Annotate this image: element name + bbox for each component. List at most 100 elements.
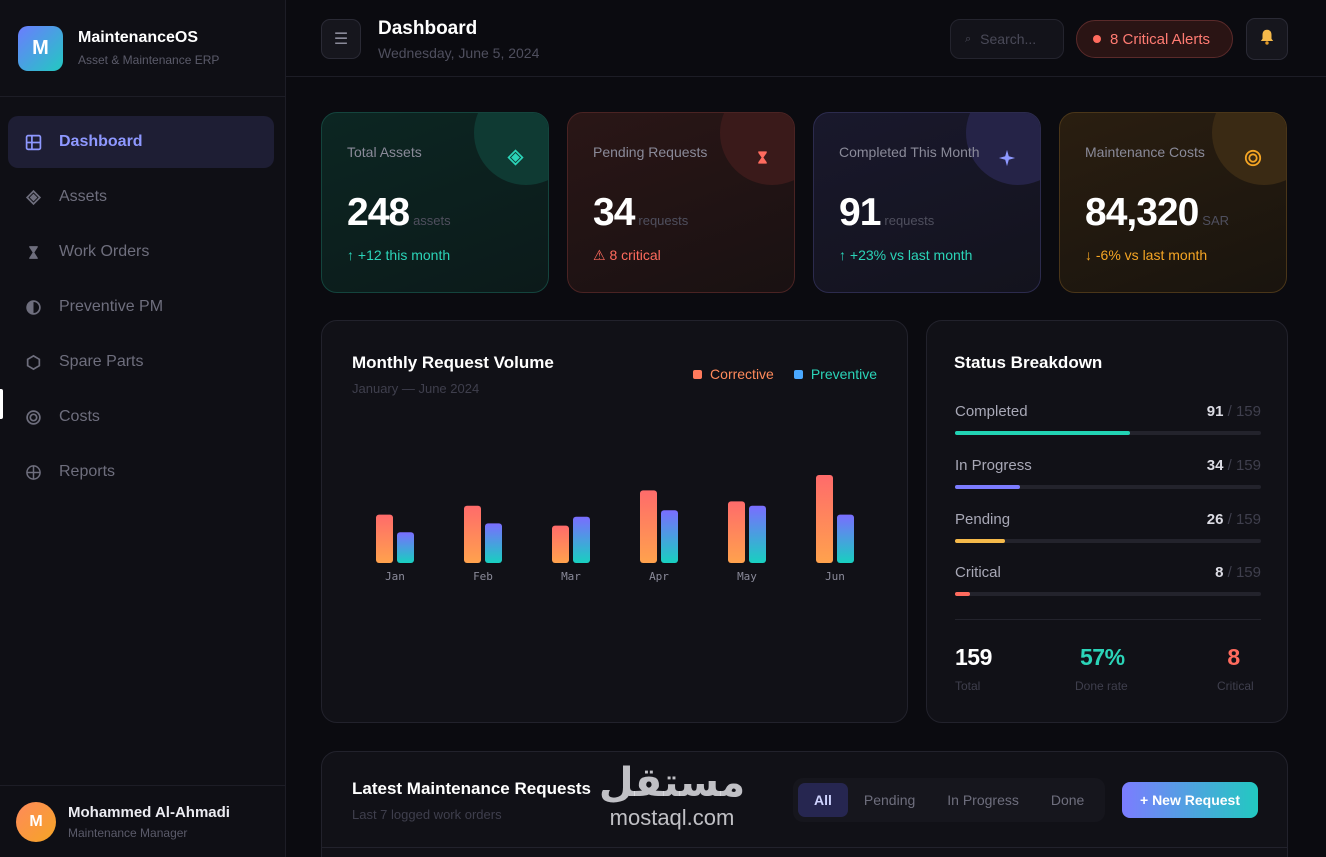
bar-corrective-jun[interactable]: [816, 475, 833, 563]
diamond-icon: [24, 188, 42, 206]
status-head: Completed 91 / 159: [955, 403, 1261, 420]
legend-item-preventive[interactable]: Preventive: [793, 366, 877, 382]
stat-value: 84,320 SAR: [1085, 191, 1229, 235]
summary-label: Total: [955, 679, 981, 693]
stat-unit: requests: [884, 213, 935, 228]
sidebar-item-reports[interactable]: Reports: [8, 446, 274, 498]
filter-tab-all[interactable]: All: [798, 783, 848, 817]
status-label: In Progress: [955, 457, 1032, 474]
summary-total: 159 Total: [955, 644, 992, 693]
status-value: 8: [1215, 564, 1224, 581]
bar-preventive-jun[interactable]: [837, 514, 854, 563]
half-circle-icon: [24, 298, 42, 316]
x-tick-label: Jun: [825, 570, 845, 583]
status-title: Status Breakdown: [954, 353, 1103, 372]
filter-tab-done[interactable]: Done: [1050, 792, 1085, 808]
filter-tab-in-progress[interactable]: In Progress: [947, 792, 1019, 808]
topbar: ☰ Dashboard Wednesday, June 5, 2024 ⌕ Se…: [286, 0, 1326, 77]
summary-critical: 8 Critical: [1217, 644, 1254, 693]
coin-icon: [1244, 149, 1262, 172]
bar-corrective-jan[interactable]: [376, 514, 393, 563]
sidebar-item-label: Preventive PM: [59, 298, 164, 315]
legend-label: Preventive: [810, 366, 877, 382]
filter-tab-pending[interactable]: Pending: [863, 792, 916, 808]
sparkle-icon: [998, 149, 1016, 172]
stat-card-pending-requests[interactable]: Pending Requests 34 requests ⚠ 8 critical: [567, 112, 795, 293]
status-total: / 159: [1227, 403, 1261, 420]
hexagon-icon: [24, 353, 42, 371]
brand-text: MaintenanceOS Asset & Maintenance ERP: [78, 29, 219, 67]
monthly-request-chart-panel: Monthly Request Volume January — June 20…: [321, 320, 908, 723]
brand-name: MaintenanceOS: [78, 29, 199, 46]
search-placeholder: Search...: [980, 31, 1037, 47]
stat-trend: ↑ +12 this month: [347, 247, 451, 263]
bar-preventive-feb[interactable]: [485, 523, 502, 563]
stat-unit: assets: [413, 213, 451, 228]
stat-label: Maintenance Costs: [1085, 144, 1205, 160]
bar-corrective-may[interactable]: [728, 501, 745, 563]
status-count: 34 / 159: [1207, 457, 1261, 474]
legend-swatch: [793, 369, 803, 379]
status-label: Completed: [955, 403, 1028, 420]
bar-corrective-apr[interactable]: [640, 490, 657, 563]
sidebar-item-dashboard[interactable]: Dashboard: [8, 116, 274, 168]
new-request-button[interactable]: + New Request: [1122, 782, 1258, 818]
legend-item-corrective[interactable]: Corrective: [693, 366, 774, 382]
x-tick-label: May: [737, 570, 757, 583]
status-progress-track: [955, 539, 1261, 543]
page-title: Dashboard: [378, 18, 478, 39]
request-filter-tabs: All Pending In Progress Done: [793, 778, 1106, 822]
user-profile[interactable]: M Mohammed Al-Ahmadi Maintenance Manager: [0, 785, 286, 857]
status-progress-bar: [955, 539, 1006, 543]
status-count: 8 / 159: [1215, 564, 1261, 581]
sidebar: M MaintenanceOS Asset & Maintenance ERP …: [0, 0, 286, 857]
x-tick-label: Apr: [649, 570, 669, 583]
stat-card-total-assets[interactable]: Total Assets 248 assets ↑ +12 this month: [321, 112, 549, 293]
menu-button[interactable]: ☰: [321, 19, 361, 59]
user-name: Mohammed Al-Ahmadi: [68, 803, 230, 821]
stat-trend: ⚠ 8 critical: [593, 247, 661, 263]
stat-card-maintenance-costs[interactable]: Maintenance Costs 84,320 SAR ↓ -6% vs las…: [1059, 112, 1287, 293]
brand-logo[interactable]: M: [18, 25, 63, 71]
sidebar-item-work-orders[interactable]: Work Orders: [8, 226, 274, 278]
stat-value: 248 assets: [347, 191, 451, 235]
status-progress-bar: [955, 485, 1021, 489]
status-head: In Progress 34 / 159: [955, 457, 1261, 474]
bar-preventive-jan[interactable]: [397, 532, 414, 563]
status-progress-track: [955, 431, 1261, 435]
sidebar-item-spare-parts[interactable]: Spare Parts: [8, 336, 274, 388]
sidebar-item-costs[interactable]: Costs: [8, 391, 274, 443]
bar-corrective-feb[interactable]: [464, 505, 481, 563]
status-count: 91 / 159: [1207, 403, 1261, 420]
stat-unit: requests: [638, 213, 689, 228]
hourglass-icon: [24, 243, 42, 261]
brand-subtitle: Asset & Maintenance ERP: [78, 53, 220, 67]
grid-icon: [24, 133, 42, 151]
stat-number: 91: [839, 191, 881, 234]
bar-preventive-apr[interactable]: [661, 510, 678, 563]
stat-card-completed-this-month[interactable]: Completed This Month 91 requests ↑ +23% v…: [813, 112, 1041, 293]
sidebar-item-assets[interactable]: Assets: [8, 171, 274, 223]
notifications-button[interactable]: [1246, 18, 1288, 60]
summary-value: 8: [1227, 644, 1240, 670]
status-progress-bar: [955, 431, 1131, 435]
bar-preventive-mar[interactable]: [573, 516, 590, 563]
legend-label: Corrective: [710, 366, 774, 382]
stat-unit: SAR: [1202, 213, 1230, 228]
sidebar-item-preventive-pm[interactable]: Preventive PM: [8, 281, 274, 333]
bar-corrective-mar[interactable]: [552, 525, 569, 563]
summary-label: Done rate: [1075, 679, 1128, 693]
sidebar-item-label: Reports: [59, 463, 116, 480]
summary-done-rate: 57% Done rate: [1075, 644, 1128, 693]
status-progress-bar: [955, 592, 971, 596]
summary-value: 159: [955, 644, 992, 670]
summary-value: 57%: [1080, 644, 1125, 670]
watermark-logo: مستقل mostaql.com: [582, 760, 762, 840]
critical-alerts-button[interactable]: 8 Critical Alerts: [1076, 20, 1233, 58]
search-input[interactable]: ⌕ Search...: [950, 19, 1064, 59]
status-total: / 159: [1227, 564, 1261, 581]
bar-preventive-may[interactable]: [749, 505, 766, 563]
avatar[interactable]: M: [16, 801, 56, 842]
status-total: / 159: [1227, 511, 1261, 528]
status-progress-track: [955, 592, 1261, 596]
